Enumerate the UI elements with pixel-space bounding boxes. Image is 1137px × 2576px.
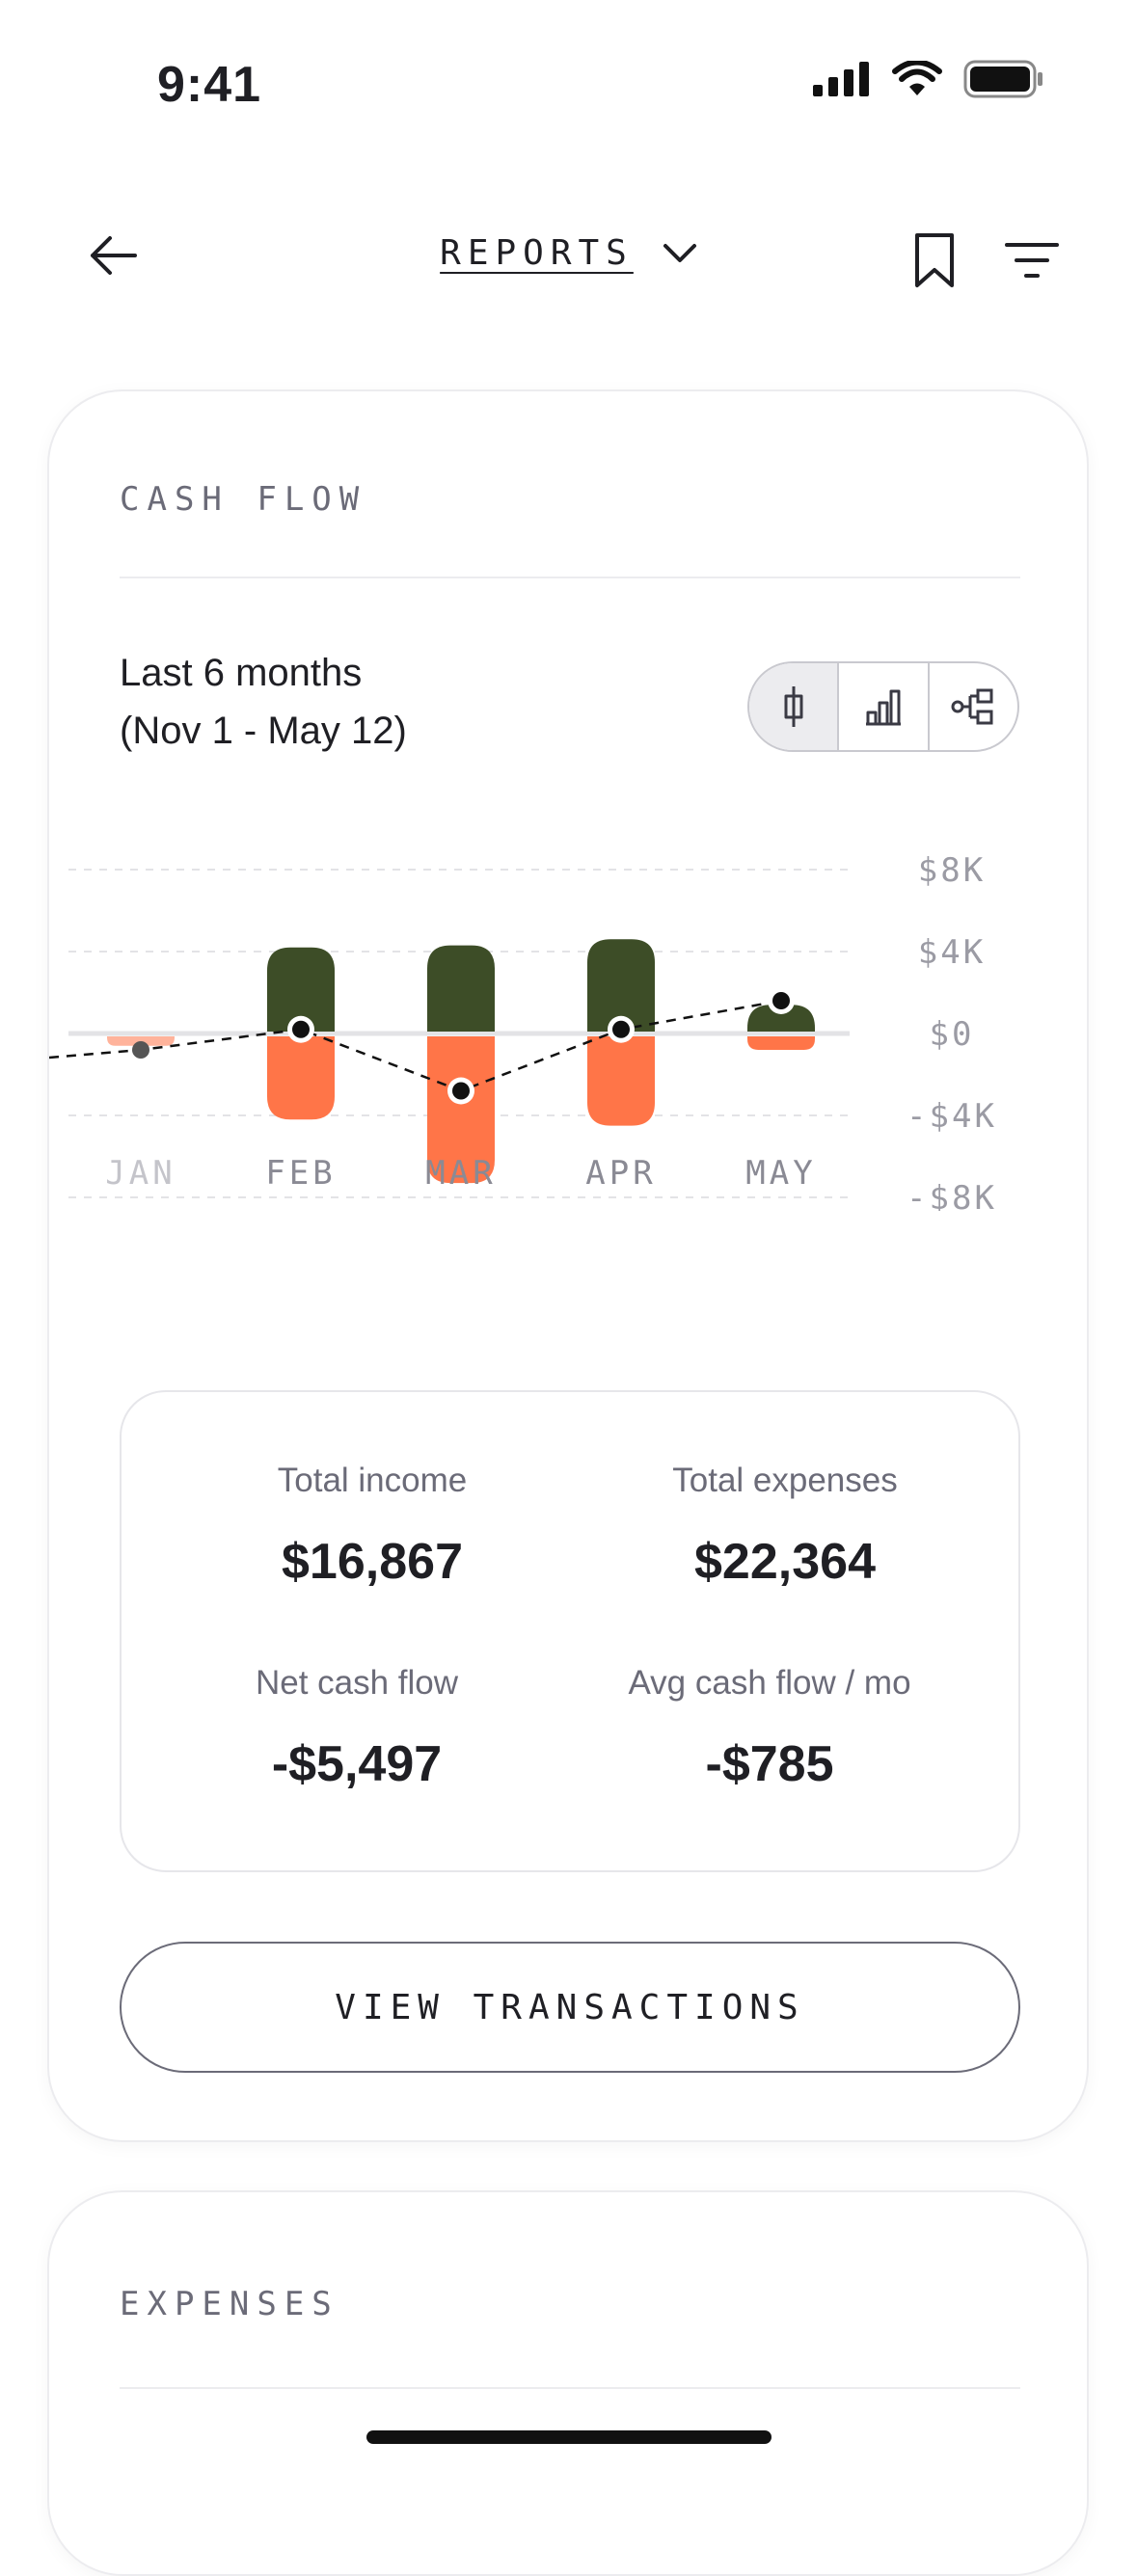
flow-chart-icon xyxy=(951,688,993,725)
cash-flow-chart: $8K $4K $0 -$4K -$8K JAN FEB MAR APR MAY xyxy=(49,851,997,1211)
expense-bar xyxy=(427,1036,495,1184)
divider xyxy=(120,577,1020,578)
cash-flow-card: CASH FLOW Last 6 months (Nov 1 - May 12)… xyxy=(47,389,1089,2142)
expenses-card: EXPENSES xyxy=(47,2190,1089,2576)
net-cash-flow-value: -$5,497 xyxy=(271,1736,443,1792)
bar-view-button[interactable] xyxy=(837,663,927,750)
view-transactions-button[interactable]: VIEW TRANSACTIONS xyxy=(120,1942,1020,2073)
range-title: Last 6 months xyxy=(120,652,363,694)
x-tick-label: FEB xyxy=(265,1154,336,1193)
x-tick-label: MAY xyxy=(745,1154,816,1193)
nav-title: REPORTS xyxy=(440,233,634,273)
net-point xyxy=(132,1041,149,1059)
back-arrow-icon[interactable] xyxy=(85,231,143,280)
income-bar xyxy=(427,945,495,1032)
total-expenses-value: $22,364 xyxy=(694,1534,876,1590)
net-cash-flow-line xyxy=(49,999,782,1092)
net-cash-flow-label: Net cash flow xyxy=(255,1664,459,1702)
y-tick-label: $4K xyxy=(918,933,986,972)
bookmark-icon[interactable] xyxy=(912,231,957,289)
y-tick-label: $0 xyxy=(930,1015,975,1054)
status-time: 9:41 xyxy=(157,57,262,113)
y-tick-label: $8K xyxy=(918,851,986,890)
income-bar xyxy=(267,947,335,1032)
flow-view-button[interactable] xyxy=(927,663,1017,750)
net-point xyxy=(612,1020,630,1038)
income-bar xyxy=(587,939,655,1032)
cash-flow-stats: Total income $16,867 Total expenses $22,… xyxy=(120,1390,1020,1872)
x-tick-label: MAR xyxy=(425,1154,496,1193)
range-dates: (Nov 1 - May 12) xyxy=(120,710,407,752)
divider xyxy=(120,2387,1020,2389)
home-indicator[interactable] xyxy=(366,2430,772,2444)
net-point xyxy=(452,1082,470,1100)
candle-view-button[interactable] xyxy=(749,663,838,750)
total-income-value: $16,867 xyxy=(282,1534,463,1590)
x-tick-label: JAN xyxy=(105,1154,176,1193)
expense-bar xyxy=(587,1036,655,1126)
total-expenses-label: Total expenses xyxy=(672,1462,898,1499)
avg-cash-flow-label: Avg cash flow / mo xyxy=(628,1664,911,1702)
expense-bar xyxy=(107,1036,175,1046)
cash-flow-section-label: CASH FLOW xyxy=(120,480,367,519)
signal-icon xyxy=(813,62,869,96)
wifi-icon xyxy=(892,61,942,95)
avg-cash-flow-value: -$785 xyxy=(705,1736,834,1792)
status-icons xyxy=(813,60,1044,98)
expense-bar xyxy=(747,1036,815,1050)
filter-icon[interactable] xyxy=(1005,241,1059,280)
battery-icon xyxy=(963,60,1042,98)
expense-bar xyxy=(267,1036,335,1120)
total-income-label: Total income xyxy=(277,1462,468,1499)
candle-chart-icon xyxy=(784,686,803,727)
chart-view-toggle xyxy=(747,661,1019,752)
y-tick-label: -$4K xyxy=(907,1097,997,1136)
net-point xyxy=(772,992,790,1009)
bar-chart-icon xyxy=(865,689,901,726)
x-tick-label: APR xyxy=(585,1154,656,1193)
income-bar xyxy=(747,1005,815,1032)
chevron-down-icon xyxy=(663,243,696,262)
expenses-section-label: EXPENSES xyxy=(120,2285,339,2323)
reports-dropdown[interactable]: REPORTS xyxy=(440,233,697,273)
y-tick-label: -$8K xyxy=(907,1179,997,1211)
net-point xyxy=(292,1020,310,1038)
